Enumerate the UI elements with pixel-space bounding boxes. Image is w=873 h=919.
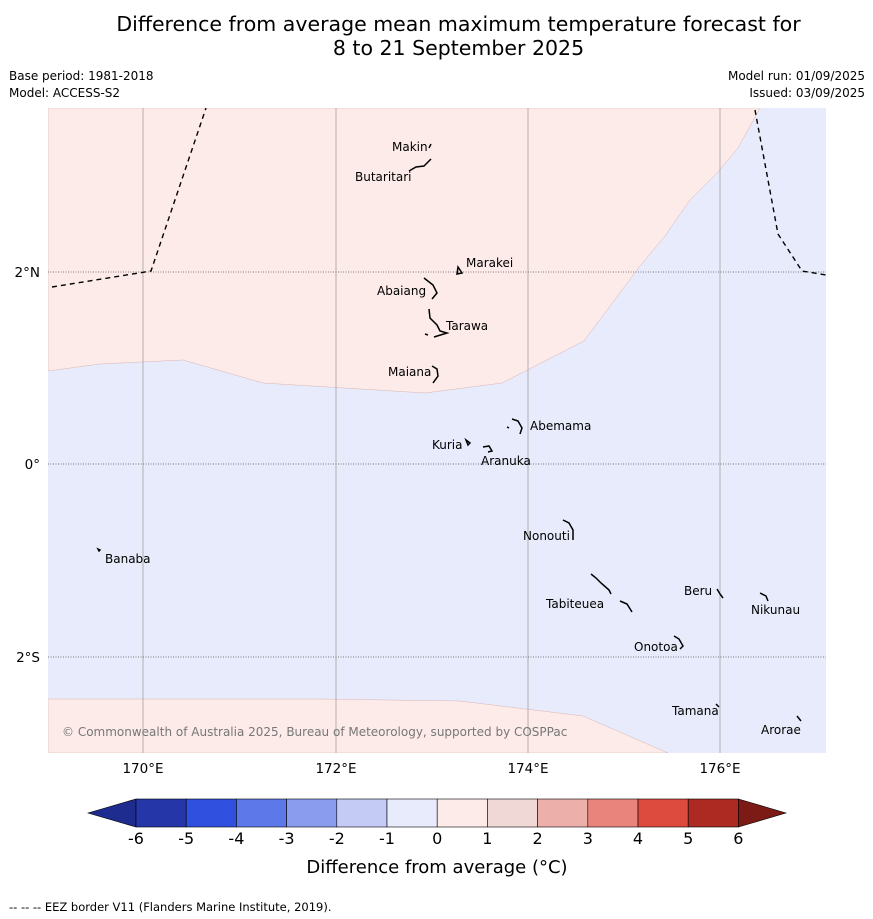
colorbar-tick-label: 4	[633, 829, 643, 848]
tamana-island	[715, 703, 720, 708]
colorbar-tick-label: 1	[482, 829, 492, 848]
anomaly-area-positive-south	[48, 698, 669, 753]
colorbar-tick-label: -3	[279, 829, 295, 848]
colorbar-tick-label: -5	[178, 829, 194, 848]
issued-date: Issued: 03/09/2025	[749, 86, 865, 100]
colorbar-tick-label: -1	[379, 829, 395, 848]
banaba-island	[96, 547, 102, 553]
label-butaritari: Butaritari	[355, 170, 412, 184]
lat-label-0: 0°	[25, 457, 40, 473]
colorbar-segment	[487, 798, 538, 828]
colorbar-segment	[135, 798, 187, 828]
title-line-1: Difference from average mean maximum tem…	[116, 12, 801, 36]
lat-label-2s: 2°S	[16, 650, 40, 666]
colorbar-tick-label: 2	[533, 829, 543, 848]
meta-right: Model run: 01/09/2025 Issued: 03/09/2025	[728, 68, 865, 102]
colorbar-tick-label: 5	[683, 829, 693, 848]
colorbar-ticks: -6 -5 -4 -3 -2 -1 0 1 2 3 4 5 6	[128, 829, 743, 848]
label-tabiteuea: Tabiteuea	[545, 597, 604, 611]
colorbar-segment	[185, 798, 237, 828]
makin-island	[428, 143, 432, 149]
marakei-island	[456, 264, 464, 275]
colorbar-label: Difference from average (°C)	[306, 857, 567, 878]
label-nikunau: Nikunau	[751, 603, 800, 617]
label-makin: Makin	[392, 140, 428, 154]
colorbar-segment	[236, 798, 287, 828]
nonouti-island	[562, 519, 574, 540]
label-abemama: Abemama	[530, 419, 591, 433]
eez-border	[51, 108, 826, 288]
label-onotoa: Onotoa	[634, 640, 678, 654]
kuria-island	[464, 437, 472, 447]
abaiang-island	[423, 277, 438, 300]
colorbar-segment	[286, 798, 338, 828]
beru-island	[716, 588, 724, 599]
tarawa-island	[424, 308, 450, 338]
tabiteuea-island	[590, 573, 633, 613]
colorbar-tick-label: 3	[583, 829, 593, 848]
map-title: Difference from average mean maximum tem…	[0, 12, 873, 60]
lon-label-174: 174°E	[507, 761, 548, 777]
base-period: Base period: 1981-2018	[9, 69, 154, 83]
label-banaba: Banaba	[105, 552, 151, 566]
colorbar	[86, 798, 788, 828]
label-tamana: Tamana	[671, 704, 719, 718]
abemama-island	[506, 418, 523, 435]
label-marakei: Marakei	[466, 256, 513, 270]
meta-left: Base period: 1981-2018 Model: ACCESS-S2	[9, 68, 154, 102]
aranuka-island	[482, 445, 494, 453]
label-tarawa: Tarawa	[445, 319, 488, 333]
colorbar-tick-label: 0	[432, 829, 442, 848]
label-maiana: Maiana	[388, 365, 431, 379]
maiana-island	[431, 365, 439, 384]
colorbar-tick-label: -2	[329, 829, 345, 848]
colorbar-segment	[436, 798, 488, 828]
islands	[96, 143, 802, 722]
title-line-2: 8 to 21 September 2025	[332, 36, 585, 60]
nikunau-island	[759, 592, 769, 602]
label-arorae: Arorae	[761, 723, 801, 737]
lon-label-172: 172°E	[315, 761, 356, 777]
colorbar-segment	[336, 798, 388, 828]
model-name: Model: ACCESS-S2	[9, 86, 121, 100]
butaritari-island	[408, 158, 432, 172]
parallels	[48, 271, 826, 658]
anomaly-area-positive-north	[48, 108, 761, 394]
graticule	[142, 108, 721, 753]
colorbar-segment	[386, 798, 438, 828]
onotoa-island	[673, 635, 684, 650]
colorbar-segment	[687, 798, 739, 828]
colorbar-tick-label: -6	[128, 829, 144, 848]
label-kuria: Kuria	[432, 438, 463, 452]
eez-footnote: -- -- -- EEZ border V11 (Flanders Marine…	[9, 900, 332, 914]
colorbar-extend-low	[86, 798, 137, 828]
copyright-notice: © Commonwealth of Australia 2025, Bureau…	[62, 725, 567, 739]
colorbar-extend-high	[738, 798, 788, 828]
label-beru: Beru	[684, 584, 712, 598]
colorbar-segment	[537, 798, 589, 828]
colorbar-tick-label: 6	[733, 829, 743, 848]
model-run: Model run: 01/09/2025	[727, 69, 865, 83]
lat-label-2n: 2°N	[15, 265, 40, 281]
lon-label-176: 176°E	[699, 761, 740, 777]
colorbar-tick-label: -4	[228, 829, 244, 848]
label-nonouti: Nonouti	[523, 529, 570, 543]
label-abaiang: Abaiang	[377, 284, 426, 298]
lon-label-170: 170°E	[122, 761, 163, 777]
label-aranuka: Aranuka	[481, 454, 531, 468]
colorbar-segment	[637, 798, 689, 828]
arorae-island	[796, 715, 802, 722]
colorbar-segment	[587, 798, 639, 828]
